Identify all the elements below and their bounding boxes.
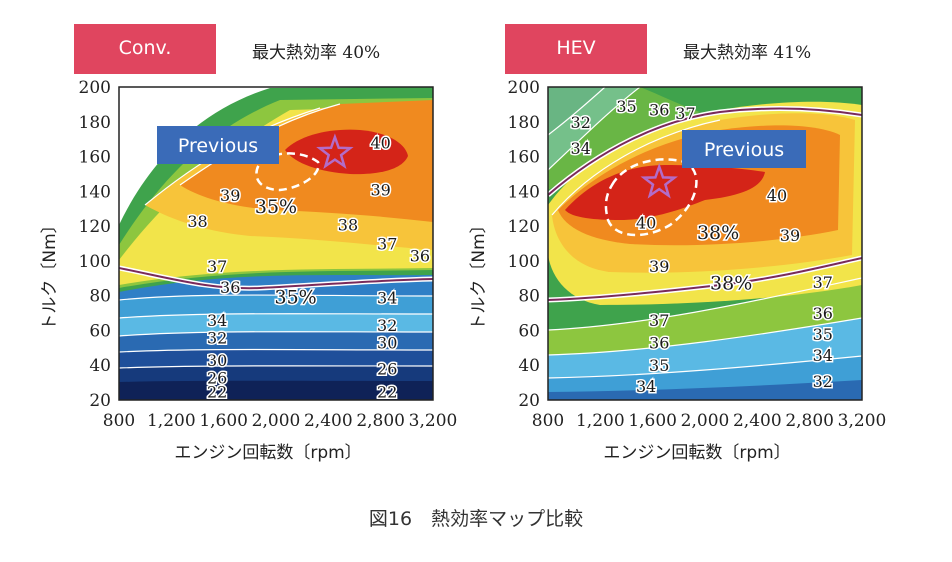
hev-contour-label: 35 — [616, 97, 636, 116]
hev-best-point-star-icon — [640, 162, 678, 199]
hev-contour-label: 39 — [780, 226, 800, 245]
hev-contour-label: 32 — [813, 372, 833, 391]
conv-contour-label: 39 — [370, 181, 390, 200]
hev-y-tick-label: 20 — [518, 391, 540, 411]
conv-contour-label: 22 — [377, 382, 397, 401]
hev-contour-label: 37 — [649, 311, 669, 330]
conv-y-tick-label: 100 — [79, 252, 111, 272]
hev-y-tick-label: 60 — [518, 321, 540, 341]
hev-contour-label: 39 — [649, 257, 669, 276]
conv-x-axis-label: エンジン回転数〔rpm〕 — [174, 443, 361, 463]
hev-y-tick-label: 80 — [518, 287, 540, 307]
hev-contour-label: 34 — [571, 139, 591, 158]
conv-tag-box — [74, 24, 216, 74]
conv-tag: Conv. — [118, 37, 172, 59]
conv-contour-label: 36 — [410, 247, 430, 266]
conv-contour-label: 22 — [207, 382, 227, 401]
hev-previous-label: Previous — [704, 139, 784, 161]
conv-y-tick-label: 20 — [89, 391, 111, 411]
conv-contour-label: 35% — [255, 196, 297, 218]
conv-contour-label: 30 — [377, 334, 397, 353]
hev-overlay: 800 1,200 1,600 2,000 2,400 2,800 3,200 20 40 60 8… — [469, 78, 886, 463]
hev-y-tick-label: 100 — [508, 252, 540, 272]
hev-contour-label: 35 — [649, 356, 669, 375]
conv-y-tick-label: 40 — [89, 356, 111, 376]
conv-y-tick-label: 80 — [89, 287, 111, 307]
conv-peak-label: 最大熱効率 40% — [252, 43, 381, 63]
conv-previous-label: Previous — [178, 135, 258, 157]
hev-contour-label: 37 — [675, 104, 695, 123]
hev-x-tick-label: 2,400 — [733, 411, 782, 431]
conv-contour-label: 32 — [377, 316, 397, 335]
conv-x-tick-label: 800 — [103, 411, 135, 431]
hev-contour-label: 40 — [636, 214, 656, 233]
conv-contour-label: 36 — [220, 278, 240, 297]
hev-x-tick-label: 1,600 — [628, 411, 677, 431]
conv-contour-label: 40 — [370, 134, 390, 153]
hev-contour-label: 34 — [813, 346, 833, 365]
hev-tag: HEV — [556, 37, 596, 59]
conv-x-tick-label: 3,200 — [409, 411, 458, 431]
conv-y-axis-label: トルク〔Nm〕 — [40, 216, 60, 330]
hev-previous-box — [682, 130, 806, 168]
conv-contour-label: 35% — [275, 286, 317, 308]
conv-x-tick-label: 1,200 — [147, 411, 196, 431]
hev-y-tick-label: 140 — [508, 182, 540, 202]
conv-contour-label: 39 — [220, 186, 240, 205]
conv-contour-label: 30 — [207, 351, 227, 370]
conv-best-point-star-icon — [316, 133, 354, 169]
hev-contour-label: 36 — [649, 334, 669, 353]
conv-x-tick-label: 1,600 — [199, 411, 248, 431]
conv-contour-label: 37 — [377, 235, 397, 254]
conv-contour-label: 26 — [207, 368, 227, 387]
hev-y-axis-label: トルク〔Nm〕 — [469, 216, 489, 330]
hev-previous-dashed — [604, 158, 698, 237]
hev-contour-label: 37 — [813, 273, 833, 292]
conv-x-tick-label: 2,400 — [304, 411, 353, 431]
hev-contour-label: 35 — [813, 325, 833, 344]
conv-previous-dashed — [255, 152, 320, 192]
conv-x-tick-label: 2,000 — [252, 411, 301, 431]
hev-contour-label: 38% — [697, 222, 739, 244]
hev-x-tick-label: 800 — [532, 411, 564, 431]
conv-previous-box — [157, 126, 279, 164]
conv-contour-label: 34 — [207, 311, 227, 330]
conv-y-tick-label: 120 — [79, 217, 111, 237]
hev-contour-label: 36 — [813, 304, 833, 323]
hev-x-tick-label: 2,800 — [785, 411, 834, 431]
hev-x-axis-label: エンジン回転数〔rpm〕 — [603, 443, 790, 463]
conv-contour-label: 38 — [338, 215, 358, 234]
hev-y-tick-label: 160 — [508, 148, 540, 168]
hev-y-tick-label: 120 — [508, 217, 540, 237]
conv-contour-label: 38 — [187, 212, 207, 231]
conv-y-tick-label: 200 — [79, 78, 111, 98]
hev-x-tick-label: 1,200 — [576, 411, 625, 431]
conv-contour-label: 32 — [207, 328, 227, 347]
figure-caption: 図16 熱効率マップ比較 — [368, 508, 584, 530]
hev-y-tick-label: 200 — [508, 78, 540, 98]
hev-y-tick-label: 40 — [518, 356, 540, 376]
conv-contour-label: 37 — [207, 257, 227, 276]
hev-contour-label: 36 — [649, 101, 669, 120]
hev-tag-box — [505, 24, 647, 74]
hev-contour-label: 38% — [710, 272, 752, 294]
conv-contour-label: 26 — [377, 360, 397, 379]
hev-contour-label: 40 — [767, 186, 787, 205]
conv-x-tick-label: 2,800 — [356, 411, 405, 431]
conv-y-tick-label: 60 — [89, 321, 111, 341]
hev-x-tick-label: 3,200 — [838, 411, 887, 431]
hev-y-tick-label: 180 — [508, 113, 540, 133]
conv-overlay: 800 1,200 1,600 2,000 2,400 2,800 3,200 20 40 60 8… — [40, 78, 457, 463]
conv-y-tick-label: 140 — [79, 182, 111, 202]
conv-y-tick-label: 160 — [79, 148, 111, 168]
conv-contour-label: 34 — [377, 288, 397, 307]
hev-contour-label: 32 — [571, 113, 591, 132]
hev-x-tick-label: 2,000 — [681, 411, 730, 431]
hev-contour-label: 34 — [636, 377, 656, 396]
conv-y-tick-label: 180 — [79, 113, 111, 133]
hev-peak-label: 最大熱効率 41% — [683, 43, 812, 63]
